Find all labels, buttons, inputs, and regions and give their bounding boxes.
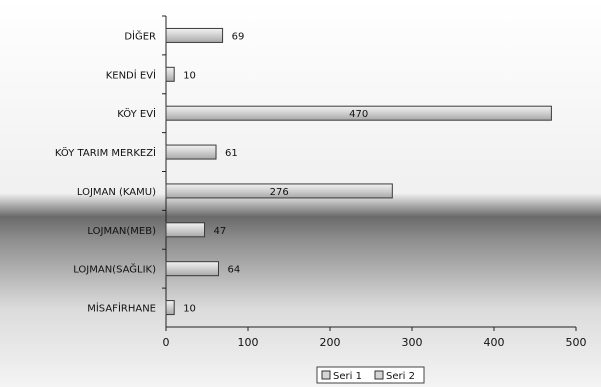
bar-4 [165, 183, 393, 199]
legend-label-1: Seri 1 [333, 371, 362, 382]
x-tick-label-2: 200 [320, 336, 341, 349]
x-tick-label-4: 400 [484, 336, 505, 349]
value-label-2: 470 [349, 109, 368, 120]
legend-entry-2: Seri 2 [374, 370, 415, 382]
value-label-0: 69 [232, 31, 245, 42]
category-label-4: LOJMAN (KAMU) [77, 187, 156, 198]
value-label-7: 10 [183, 304, 196, 315]
bar-6 [165, 261, 219, 277]
category-label-6: LOJMAN(SAĞLIK) [73, 263, 156, 276]
legend-swatch-1 [321, 370, 331, 380]
value-label-6: 64 [227, 265, 240, 276]
bar-5 [165, 222, 206, 238]
value-label-4: 276 [270, 187, 289, 198]
bar-2 [165, 105, 552, 121]
x-tick-label-1: 100 [238, 336, 259, 349]
legend-label-2: Seri 2 [386, 371, 415, 382]
category-label-2: KÖY EVİ [117, 107, 156, 120]
legend-entry-1: Seri 1 [321, 370, 362, 382]
x-tick-label-0: 0 [163, 336, 170, 349]
value-label-5: 47 [214, 226, 227, 237]
x-tick-label-5: 500 [566, 336, 587, 349]
bar-3 [165, 144, 217, 160]
bar-1 [165, 66, 175, 82]
bar-0 [165, 27, 224, 43]
category-label-1: KENDİ EVİ [106, 68, 156, 81]
category-label-0: DİĞER [124, 29, 156, 42]
category-label-7: MİSAFİRHANE [87, 302, 156, 315]
category-label-3: KÖY TARIM MERKEZİ [55, 146, 156, 159]
x-tick-label-3: 300 [402, 336, 423, 349]
bar-7 [165, 300, 175, 316]
value-label-1: 10 [183, 70, 196, 81]
category-label-5: LOJMAN(MEB) [87, 226, 156, 237]
legend: Seri 1 Seri 2 [316, 366, 425, 384]
value-label-3: 61 [225, 148, 238, 159]
legend-box [316, 366, 425, 384]
legend-swatch-2 [374, 370, 384, 380]
plot-area: 0 100 200 300 400 500 DİĞER 69 KENDİ EVİ 10 KÖY EV… [55, 15, 587, 349]
